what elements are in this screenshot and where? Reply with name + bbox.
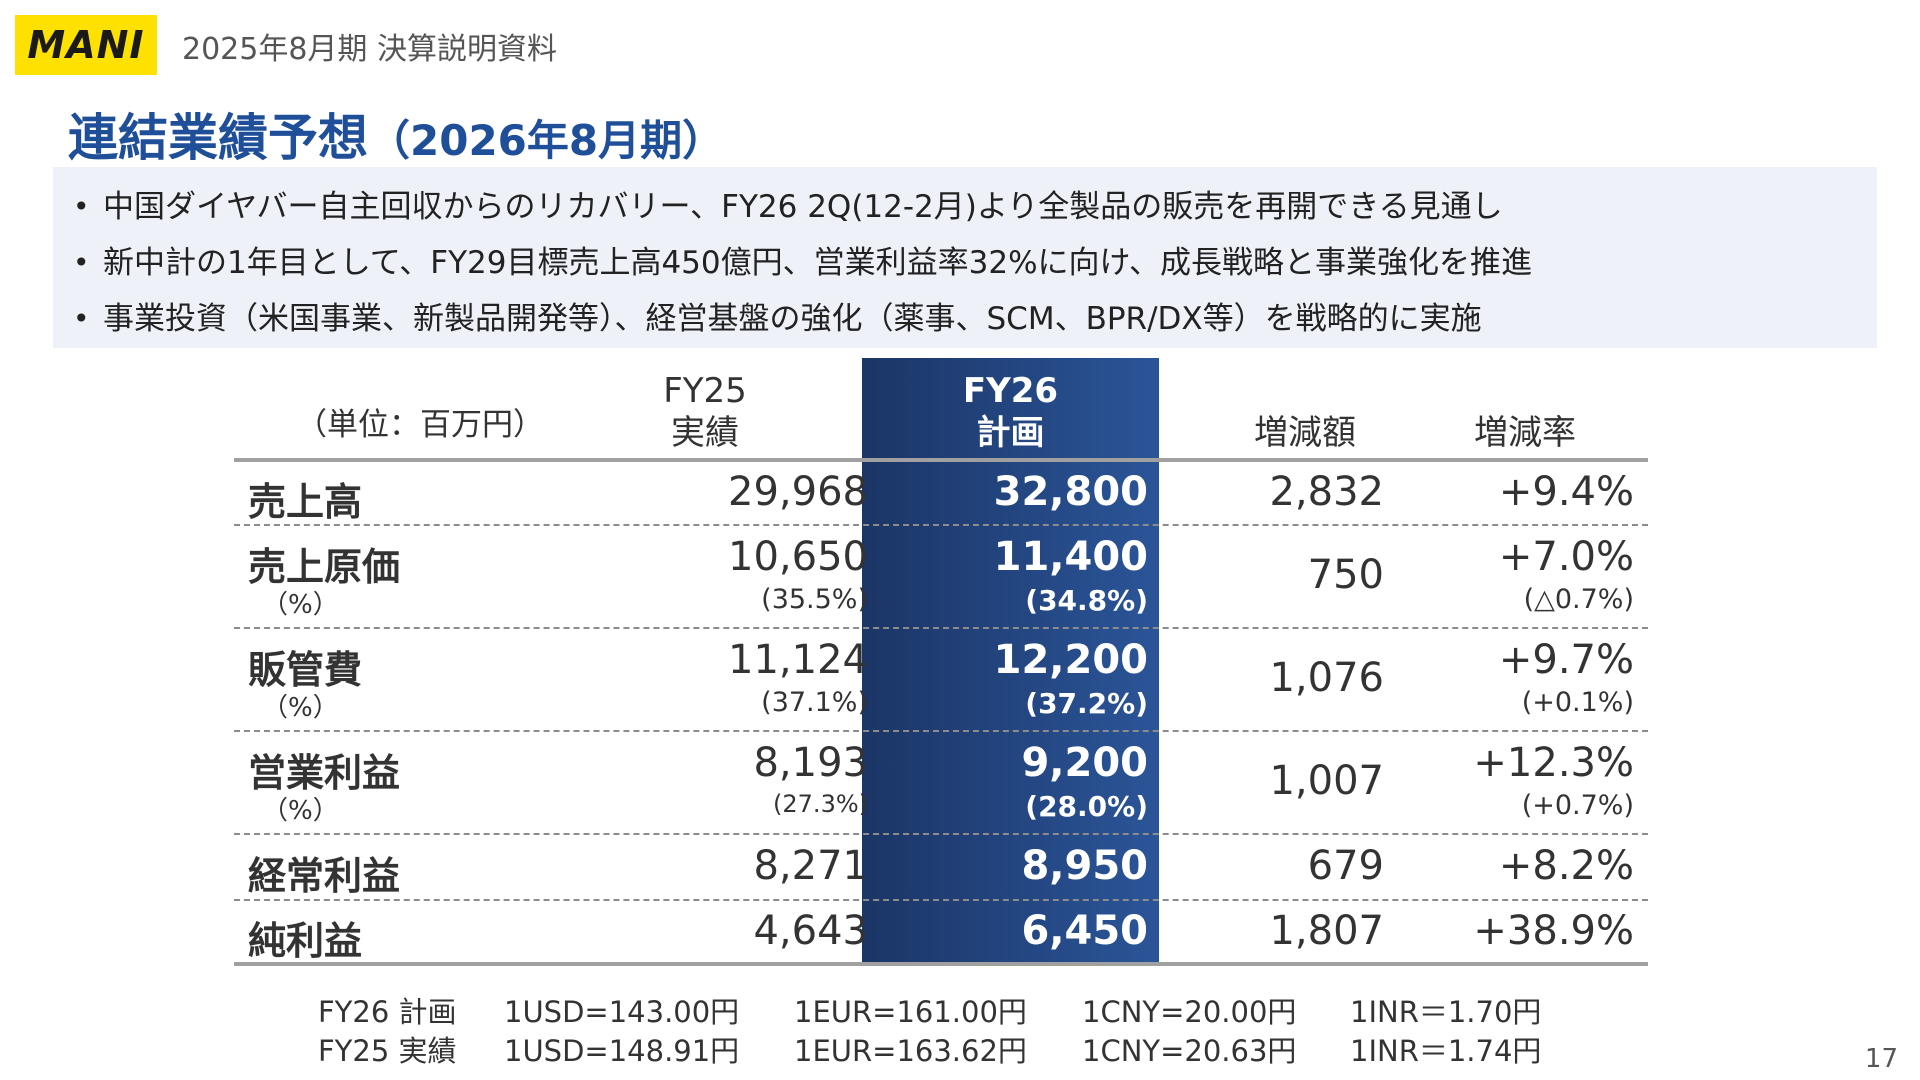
rate-value: +8.2%: [1498, 843, 1634, 889]
bullet-item: 新中計の1年目として、FY29目標売上高450億円、営業利益率32%に向け、成長…: [73, 235, 1877, 291]
row-label: 営業利益: [248, 751, 401, 795]
fx-label: FY26 計画: [318, 995, 457, 1029]
fx-eur: 1EUR=161.00円: [794, 995, 1027, 1029]
company-logo: MANI: [15, 15, 157, 75]
rate-pct: (△0.7%): [1523, 584, 1634, 615]
rate-value: +9.7%: [1498, 637, 1634, 683]
diff-value: 750: [1307, 552, 1384, 598]
row-divider: [234, 899, 1648, 901]
page-number: 17: [1864, 1044, 1898, 1074]
row-label: 経常利益: [248, 854, 401, 898]
diff-value: 1,076: [1269, 655, 1384, 701]
fy26-pct: (28.0%): [1025, 790, 1148, 823]
fx-rate-row-plan: FY26 計画 1USD=143.00円 1EUR=161.00円 1CNY=20.0…: [318, 989, 1541, 1031]
fy25-pct: (27.3%): [773, 790, 868, 818]
row-label: 売上原価: [248, 545, 401, 589]
fy25-pct: (35.5%): [761, 584, 868, 615]
bullet-item: 事業投資（米国事業、新製品開発等）、経営基盤の強化（薬事、SCM、BPR/DX等…: [73, 291, 1877, 347]
fy26-value: 11,400: [993, 534, 1148, 580]
row-pct-label: （%）: [262, 796, 339, 826]
fy26-pct: (37.2%): [1025, 687, 1148, 720]
fy26-value: 6,450: [1021, 908, 1148, 954]
row-divider: [234, 524, 1648, 526]
table-row-net-profit: 純利益 4,643 6,450 1,807 +38.9%: [234, 901, 1648, 963]
row-pct-label: （%）: [262, 590, 339, 620]
document-title: 2025年8月期 決算説明資料: [182, 32, 557, 67]
row-label: 純利益: [248, 919, 363, 963]
column-header-fy25: FY25 実績: [600, 370, 810, 454]
row-pct-label: （%）: [262, 693, 339, 723]
fy25-value: 29,968: [728, 469, 868, 515]
fx-cny: 1CNY=20.63円: [1082, 1034, 1297, 1068]
fx-label: FY25 実績: [318, 1034, 457, 1068]
row-divider: [234, 730, 1648, 732]
column-header-fy25-year: FY25: [663, 371, 747, 411]
table-bottom-border: [234, 962, 1648, 966]
diff-value: 1,807: [1269, 908, 1384, 954]
column-header-fy26: FY26 計画: [862, 370, 1159, 454]
fx-inr: 1INR＝1.70円: [1350, 995, 1542, 1029]
row-divider: [234, 833, 1648, 835]
fy25-value: 8,193: [753, 740, 868, 786]
fx-cny: 1CNY=20.00円: [1082, 995, 1297, 1029]
row-label: 販管費: [248, 648, 363, 692]
rate-value: +7.0%: [1498, 534, 1634, 580]
table-row-revenue: 売上高 29,968 32,800 2,832 +9.4%: [234, 462, 1648, 524]
bullet-item: 中国ダイヤバー自主回収からのリカバリー、FY26 2Q(12-2月)より全製品の…: [73, 179, 1877, 235]
page-title-sub: （2026年8月期）: [368, 116, 725, 165]
table-row-operating-profit: 営業利益 （%） 8,193 (27.3%) 9,200 (28.0%) 1,0…: [234, 732, 1648, 832]
diff-value: 679: [1307, 843, 1384, 889]
fx-inr: 1INR＝1.74円: [1350, 1034, 1542, 1068]
fy25-value: 11,124: [728, 637, 868, 683]
diff-value: 2,832: [1269, 469, 1384, 515]
table-row-sga: 販管費 （%） 11,124 (37.1%) 12,200 (37.2%) 1,…: [234, 629, 1648, 729]
fy25-value: 10,650: [728, 534, 868, 580]
fy25-value: 4,643: [753, 908, 868, 954]
column-header-diff: 増減額: [1254, 413, 1356, 453]
row-label: 売上高: [248, 480, 363, 524]
page-title-main: 連結業績予想: [68, 109, 368, 167]
column-header-rate: 増減率: [1474, 413, 1576, 453]
page-title: 連結業績予想（2026年8月期）: [68, 98, 724, 170]
rate-pct: (+0.7%): [1521, 790, 1634, 821]
fy25-value: 8,271: [753, 843, 868, 889]
diff-value: 1,007: [1269, 758, 1384, 804]
summary-bullets: 中国ダイヤバー自主回収からのリカバリー、FY26 2Q(12-2月)より全製品の…: [53, 167, 1877, 348]
fx-usd: 1USD=143.00円: [504, 995, 740, 1029]
rate-pct: (+0.1%): [1521, 687, 1634, 718]
column-header-fy26-type: 計画: [976, 413, 1045, 453]
table-row-ordinary-profit: 経常利益 8,271 8,950 679 +8.2%: [234, 835, 1648, 899]
rate-value: +12.3%: [1473, 740, 1634, 786]
table-row-cost-of-sales: 売上原価 （%） 10,650 (35.5%) 11,400 (34.8%) 7…: [234, 526, 1648, 626]
fy26-value: 12,200: [993, 637, 1148, 683]
table-header-divider: [234, 458, 1648, 462]
rate-value: +9.4%: [1498, 469, 1634, 515]
fy26-pct: (34.8%): [1025, 584, 1148, 617]
logo-text: MANI: [27, 23, 145, 67]
fx-rate-row-actual: FY25 実績 1USD=148.91円 1EUR=163.62円 1CNY=20.6…: [318, 1028, 1541, 1070]
unit-label: （単位：百万円）: [296, 407, 544, 443]
fx-usd: 1USD=148.91円: [504, 1034, 740, 1068]
row-divider: [234, 627, 1648, 629]
fy26-value: 8,950: [1021, 843, 1148, 889]
fy26-value: 32,800: [993, 469, 1148, 515]
column-header-fy25-type: 実績: [671, 413, 739, 453]
fy25-pct: (37.1%): [761, 687, 868, 718]
fy26-value: 9,200: [1021, 740, 1148, 786]
rate-value: +38.9%: [1473, 908, 1634, 954]
fx-eur: 1EUR=163.62円: [794, 1034, 1027, 1068]
column-header-fy26-year: FY26: [962, 371, 1059, 411]
